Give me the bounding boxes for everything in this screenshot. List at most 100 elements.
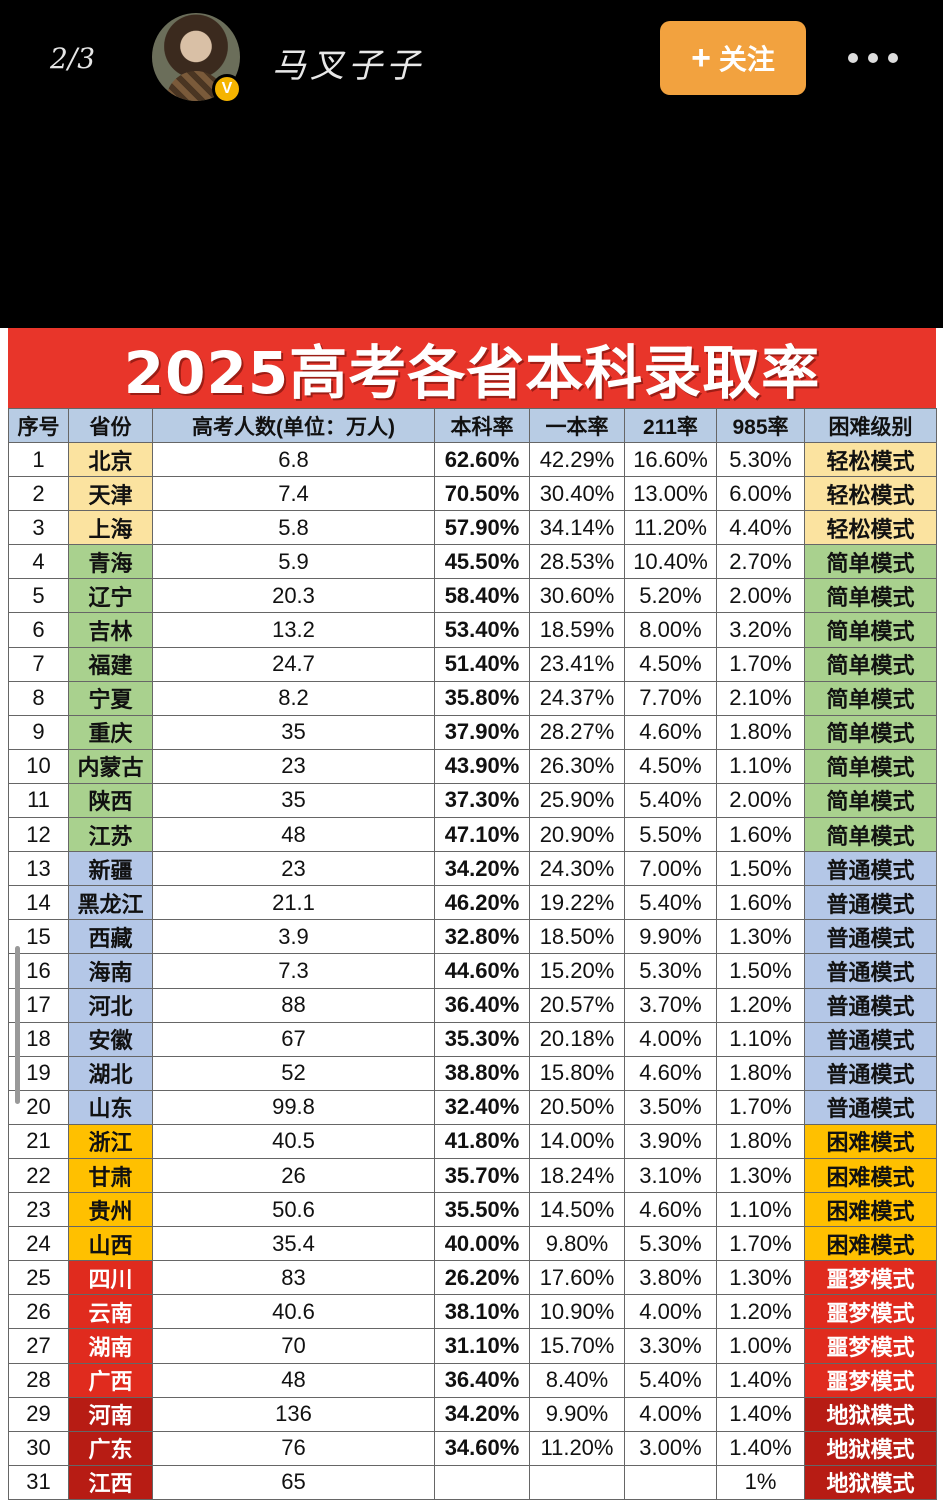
cell-examinees: 5.8 [152,510,435,546]
cell-211-rate: 11.20% [624,510,717,546]
cell-undergrad-rate: 34.20% [434,851,530,887]
cell-211-rate: 5.30% [624,1226,717,1262]
cell-undergrad-rate: 36.40% [434,987,530,1023]
table-header-row: 序号 省份 高考人数(单位：万人) 本科率 一本率 211率 985率 困难级别 [8,408,937,443]
cell-211-rate: 16.60% [624,441,717,478]
cell-index: 1 [8,441,69,478]
cell-index: 3 [8,510,69,546]
col-header-examinees: 高考人数(单位：万人) [152,408,435,443]
cell-index: 8 [8,680,69,716]
cell-tier1-rate: 24.37% [529,680,625,716]
table-row: 25 四川 83 26.20% 17.60% 3.80% 1.30% 噩梦模式 [8,1260,937,1296]
cell-index: 15 [8,919,69,955]
cell-province: 福建 [68,646,153,682]
cell-province: 广西 [68,1362,153,1398]
cell-985-rate: 4.40% [716,510,805,546]
cell-examinees: 24.7 [152,646,435,682]
cell-index: 20 [8,1089,69,1125]
cell-985-rate: 1.40% [716,1362,805,1398]
cell-tier1-rate: 17.60% [529,1260,625,1296]
cell-difficulty: 普通模式 [804,885,937,921]
cell-undergrad-rate: 32.40% [434,1089,530,1125]
cell-tier1-rate: 28.53% [529,544,625,580]
table-row: 29 河南 136 34.20% 9.90% 4.00% 1.40% 地狱模式 [8,1396,937,1432]
cell-province: 新疆 [68,851,153,887]
table-row: 13 新疆 23 34.20% 24.30% 7.00% 1.50% 普通模式 [8,851,937,887]
cell-province: 山西 [68,1226,153,1262]
cell-province: 天津 [68,476,153,512]
cell-211-rate [624,1464,717,1500]
cell-examinees: 35 [152,782,435,819]
cell-examinees: 23 [152,851,435,887]
cell-difficulty: 普通模式 [804,1089,937,1125]
cell-index: 7 [8,646,69,682]
cell-examinees: 8.2 [152,680,435,716]
cell-211-rate: 3.30% [624,1328,717,1364]
cell-examinees: 48 [152,817,435,853]
cell-province: 浙江 [68,1123,153,1159]
cell-difficulty: 普通模式 [804,1055,937,1091]
cell-985-rate: 1.60% [716,885,805,921]
cell-985-rate: 1.10% [716,748,805,784]
cell-985-rate: 1.80% [716,1055,805,1091]
cell-985-rate: 1% [716,1464,805,1500]
cell-index: 2 [8,476,69,512]
cell-985-rate: 1.70% [716,646,805,682]
cell-index: 10 [8,748,69,784]
cell-undergrad-rate: 36.40% [434,1362,530,1398]
cell-985-rate: 1.80% [716,714,805,750]
table-row: 19 湖北 52 38.80% 15.80% 4.60% 1.80% 普通模式 [8,1055,937,1091]
cell-index: 29 [8,1396,69,1432]
cell-examinees: 50.6 [152,1192,435,1228]
follow-button[interactable]: + 关注 [660,21,806,95]
cell-difficulty: 简单模式 [804,817,937,853]
cell-difficulty: 简单模式 [804,544,937,580]
more-options-icon[interactable] [848,46,908,70]
cell-examinees: 83 [152,1260,435,1296]
cell-index: 12 [8,817,69,853]
table-row: 9 重庆 35 37.90% 28.27% 4.60% 1.80% 简单模式 [8,714,937,750]
cell-difficulty: 简单模式 [804,680,937,716]
cell-examinees: 99.8 [152,1089,435,1125]
cell-undergrad-rate: 35.50% [434,1192,530,1228]
table-row: 24 山西 35.4 40.00% 9.80% 5.30% 1.70% 困难模式 [8,1226,937,1262]
cell-985-rate: 3.20% [716,612,805,648]
cell-tier1-rate: 20.18% [529,1021,625,1057]
table-row: 8 宁夏 8.2 35.80% 24.37% 7.70% 2.10% 简单模式 [8,680,937,716]
cell-examinees: 76 [152,1430,435,1466]
cell-211-rate: 13.00% [624,476,717,512]
cell-province: 广东 [68,1430,153,1466]
cell-examinees: 40.6 [152,1294,435,1330]
cell-difficulty: 噩梦模式 [804,1362,937,1398]
cell-211-rate: 5.40% [624,782,717,819]
scrollbar[interactable] [15,946,20,1104]
cell-211-rate: 5.40% [624,885,717,921]
cell-tier1-rate: 18.59% [529,612,625,648]
cell-tier1-rate: 18.50% [529,919,625,955]
cell-province: 江苏 [68,817,153,853]
cell-difficulty: 普通模式 [804,851,937,887]
username[interactable]: 马叉子子 [272,46,424,86]
cell-tier1-rate: 9.80% [529,1226,625,1262]
cell-examinees: 5.9 [152,544,435,580]
table-row: 27 湖南 70 31.10% 15.70% 3.30% 1.00% 噩梦模式 [8,1328,937,1364]
cell-index: 28 [8,1362,69,1398]
cell-undergrad-rate: 37.90% [434,714,530,750]
cell-province: 黑龙江 [68,885,153,921]
cell-undergrad-rate: 46.20% [434,885,530,921]
follow-label: 关注 [718,44,775,75]
cell-985-rate: 1.00% [716,1328,805,1364]
col-header-province: 省份 [68,408,153,443]
table-row: 15 西藏 3.9 32.80% 18.50% 9.90% 1.30% 普通模式 [8,919,937,955]
cell-examinees: 20.3 [152,578,435,614]
cell-index: 25 [8,1260,69,1296]
cell-tier1-rate: 9.90% [529,1396,625,1432]
cell-211-rate: 4.00% [624,1021,717,1057]
cell-index: 5 [8,578,69,614]
cell-985-rate: 1.50% [716,851,805,887]
cell-985-rate: 1.30% [716,1157,805,1194]
table-row: 23 贵州 50.6 35.50% 14.50% 4.60% 1.10% 困难模式 [8,1192,937,1228]
cell-211-rate: 4.50% [624,646,717,682]
table-row: 31 江西 65 1% 地狱模式 [8,1464,937,1500]
table-row: 20 山东 99.8 32.40% 20.50% 3.50% 1.70% 普通模式 [8,1089,937,1125]
